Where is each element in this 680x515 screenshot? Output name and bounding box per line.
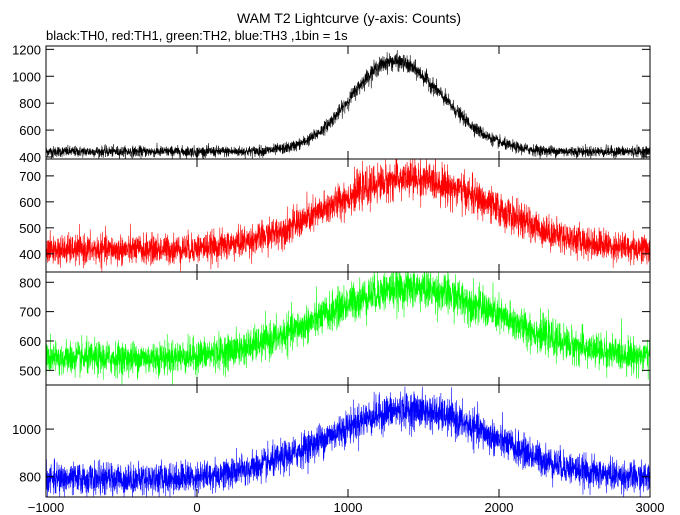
y-tick-label: 400 <box>19 150 41 165</box>
panel-th0: 400 600 800 1000 1200 <box>12 42 651 165</box>
y-tick-label: 800 <box>19 275 41 290</box>
x-tick-label: 1000 <box>334 500 363 515</box>
x-tick-label: −1000 <box>28 500 65 515</box>
y-tick-label: 600 <box>19 334 41 349</box>
y-tick-label: 600 <box>19 195 41 210</box>
x-tick-label: 2000 <box>485 500 514 515</box>
y-tick-label: 500 <box>19 221 41 236</box>
y-tick-label: 700 <box>19 305 41 320</box>
series-line-th0 <box>46 50 650 159</box>
series-line-th3 <box>46 386 650 497</box>
x-tick-label: 3000 <box>636 500 665 515</box>
y-tick-label: 600 <box>19 123 41 138</box>
x-axis: −1000 0 1000 2000 3000 <box>28 500 665 515</box>
chart-subtitle: black:TH0, red:TH1, green:TH2, blue:TH3 … <box>46 28 348 43</box>
series-line-th1 <box>46 159 650 272</box>
panel-th3: 800 1000 <box>12 384 651 498</box>
y-tick-label: 800 <box>19 96 41 111</box>
y-tick-label: 1000 <box>12 69 41 84</box>
x-tick-label: 0 <box>193 500 200 515</box>
panel-th2: 500 600 700 800 <box>19 271 651 386</box>
y-tick-label: 1200 <box>12 42 41 57</box>
panel-th1: 400 500 600 700 <box>19 158 651 273</box>
y-tick-label: 700 <box>19 169 41 184</box>
chart-title: WAM T2 Lightcurve (y-axis: Counts) <box>237 10 461 26</box>
panels: 400 600 800 1000 1200 400 500 600 700 500 600 700 80… <box>12 42 651 498</box>
series-line-th2 <box>46 272 650 385</box>
y-tick-label: 1000 <box>12 422 41 437</box>
y-tick-label: 800 <box>19 470 41 485</box>
y-tick-label: 400 <box>19 247 41 262</box>
y-tick-label: 500 <box>19 363 41 378</box>
